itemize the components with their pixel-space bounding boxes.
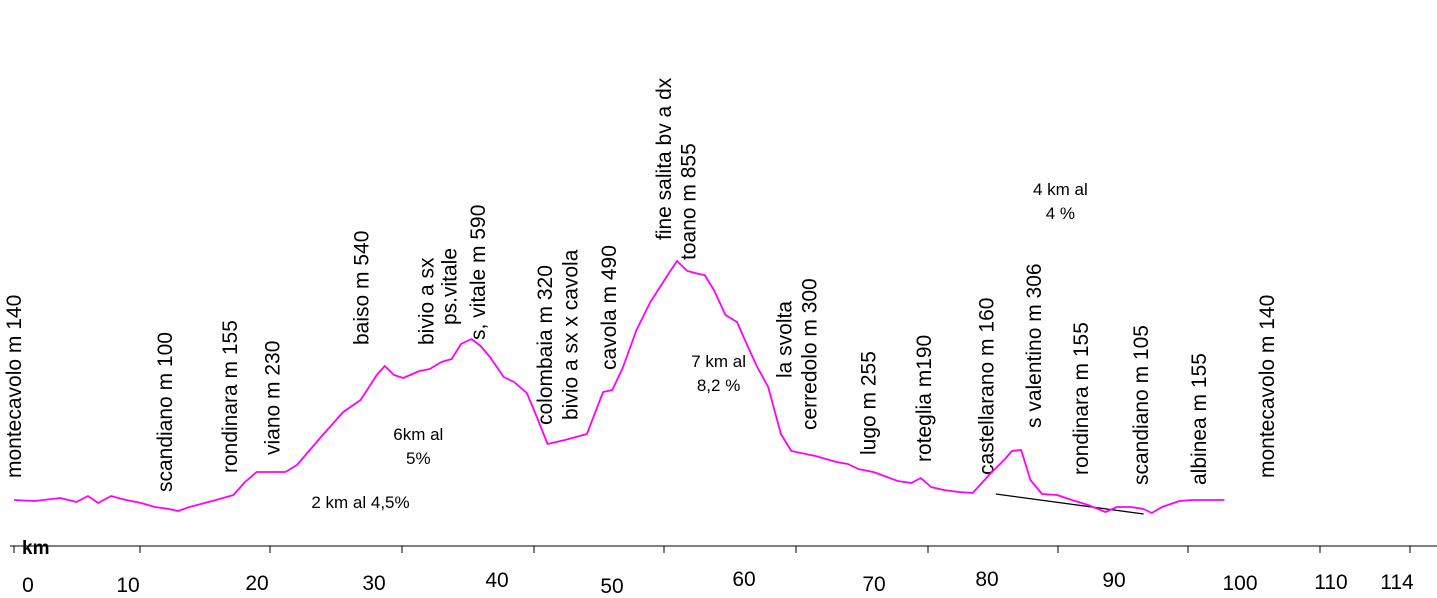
place-label: viano m 230 [262,341,285,455]
gradient-note: 6km al [393,425,443,444]
gradient-notes: 2 km al 4,5% 6km al 5% 7 km al 8,2 % 4 km al 4… [311,180,1087,512]
gradient-note: 7 km al [691,352,746,371]
x-tick-label: 20 [245,572,268,595]
x-tick-label: 90 [1102,569,1125,592]
place-label: roteglia m190 [913,335,936,462]
place-label: montecavolo m 140 [3,295,26,478]
x-tick-label: 70 [862,573,885,596]
x-tick-label: 80 [975,568,998,591]
x-tick-label: 40 [485,569,508,592]
place-annotations: montecavolo m 140 scandiano m 100 rondinar… [3,77,1279,492]
x-tick-label: 0 [22,574,34,597]
place-label: scandiano m 105 [1130,325,1153,485]
x-tick-label: 110 [1314,571,1347,594]
gradient-note: 8,2 % [697,376,740,395]
place-label: bivio a sx [415,257,438,345]
place-label: lugo m 255 [858,351,881,455]
place-label: cavola m 490 [598,245,621,370]
place-label: fine salita bv a dx [653,77,676,240]
place-label: albinea m 155 [1188,353,1211,485]
x-tick-label: 100 [1222,572,1257,595]
x-axis: km [10,538,1437,559]
place-label: s, vitale m 590 [467,205,490,340]
gradient-note: 4 % [1046,204,1075,223]
gradient-note: 5% [406,449,431,468]
place-label: la svolta [773,301,796,378]
gradient-note: 2 km al 4,5% [311,493,409,512]
gradient-note: 4 km al [1033,180,1088,199]
x-tick-label: 60 [732,568,755,591]
place-label: scandiano m 100 [154,332,177,492]
place-label: toano m 855 [678,143,701,260]
x-tick-label: 10 [116,574,139,597]
place-label: s valentino m 306 [1023,263,1046,428]
gradient-chord-line [995,493,1144,515]
place-label: montecavolo m 140 [1256,295,1279,478]
x-axis-title: km [22,538,49,559]
x-axis-ticks: 0 10 20 30 40 50 60 70 80 90 100 110 114 [13,546,1414,598]
place-label: baiso m 540 [351,231,374,345]
place-label: bivio a sx x cavola [560,249,583,420]
place-label: colombaia m 320 [534,265,557,425]
place-label: rondinara m 155 [219,320,242,473]
x-tick-label: 30 [362,572,385,595]
elevation-series-line [13,260,1225,514]
place-label: cerredolo m 300 [799,278,822,430]
x-tick-label: 50 [600,575,623,598]
place-label: ps.vitale [438,248,461,325]
x-tick-label: 114 [1380,571,1414,594]
place-label: rondinara m 155 [1070,322,1093,475]
place-label: castellarano m 160 [975,298,998,475]
